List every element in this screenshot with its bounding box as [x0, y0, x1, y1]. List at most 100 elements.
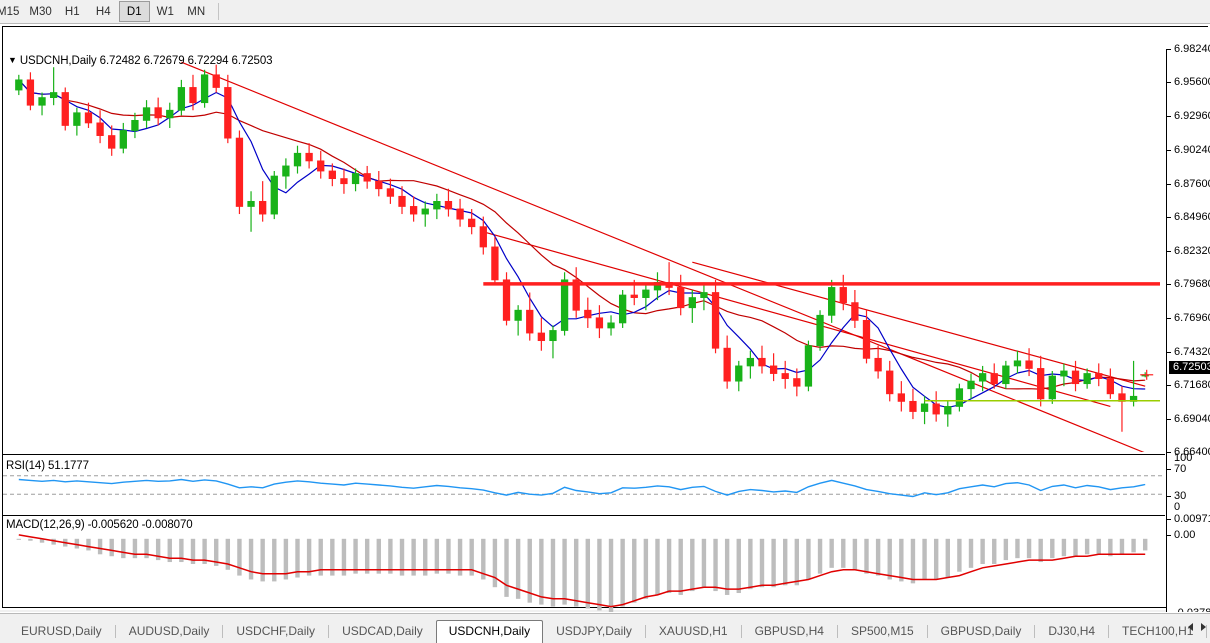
macd-hist-bar [318, 538, 323, 576]
macd-hist-bar [515, 538, 521, 599]
price-axis-tick [1167, 283, 1171, 285]
candle [468, 208, 476, 235]
candle [688, 289, 696, 323]
macd-hist-bar [539, 538, 544, 605]
candle [270, 171, 278, 220]
macd-hist-bar [295, 538, 300, 578]
candle [177, 79, 186, 116]
macd-hist-bar [28, 538, 33, 541]
timeframe-button-h1[interactable]: H1 [64, 6, 80, 18]
chart-tab-gbpusd-daily[interactable]: GBPUSD,Daily [940, 624, 1022, 638]
macd-hist-bar [713, 538, 718, 592]
rsi-axis-label: 0 [1174, 501, 1181, 513]
candle [386, 178, 395, 204]
tab-separator [926, 625, 928, 638]
candle [828, 279, 836, 323]
timeframe-button-mn[interactable]: MN [187, 6, 206, 18]
timeframe-button-m30[interactable]: M30 [29, 6, 52, 18]
macd-hist-bar [248, 538, 254, 580]
timeframe-button-d1[interactable]: D1 [118, 1, 150, 22]
candle [1095, 363, 1103, 387]
macd-hist-bar [202, 538, 207, 564]
macd-hist-bar [109, 538, 114, 557]
candle [235, 130, 244, 215]
chart-frame: ▼ USDCNH,Daily 6.72482 6.72679 6.72294 6.… [0, 24, 1210, 634]
price-axis-tick [1167, 318, 1171, 320]
candle [108, 125, 116, 156]
macd-hist-bar [214, 538, 219, 566]
candle [897, 381, 905, 412]
macd-chart[interactable] [3, 517, 1165, 617]
candle [247, 191, 255, 232]
divider-rsi-macd [3, 515, 1165, 516]
tab-separator [836, 625, 838, 638]
candle [15, 74, 23, 96]
divider-spacer-2 [3, 516, 1165, 517]
chart-tab-eurusd-daily[interactable]: EURUSD,Daily [21, 624, 102, 638]
timeframe-button-m15[interactable]: M15 [0, 6, 20, 18]
macd-hist-bar [980, 538, 985, 564]
macd-hist-bar [643, 538, 649, 599]
timeframe-button-w1[interactable]: W1 [156, 6, 174, 18]
tab-separator [1108, 625, 1110, 638]
macd-hist-bar [817, 538, 823, 574]
macd-hist-bar [899, 538, 904, 582]
collapse-caret-icon[interactable]: ▼ [8, 55, 17, 65]
macd-hist-bar [736, 538, 741, 594]
macd-hist-bar [306, 538, 312, 576]
candle [665, 262, 673, 296]
macd-hist-bar [829, 538, 834, 568]
macd-hist-bar [655, 538, 660, 595]
candle [955, 383, 964, 412]
candle [154, 97, 162, 126]
macd-hist-bar [992, 538, 997, 564]
chart-tab-tech100-h1[interactable]: TECH100,H1 [1122, 624, 1194, 638]
macd-hist-bar [794, 538, 800, 586]
macd-hist-bar [469, 538, 474, 576]
rsi-pane[interactable] [3, 456, 1165, 514]
candle [131, 112, 139, 139]
candle [1048, 370, 1056, 404]
rsi-chart[interactable] [3, 456, 1165, 514]
macd-hist-bar [1096, 538, 1101, 555]
macd-pane[interactable] [3, 517, 1165, 617]
macd-hist-bar [446, 538, 451, 574]
macd-hist-bar [922, 538, 927, 580]
price-axis-tick [1167, 418, 1171, 420]
timeframe-button-h4[interactable]: H4 [95, 6, 111, 18]
macd-hist-bar [481, 538, 486, 580]
macd-hist-bar [1119, 538, 1125, 555]
candle [305, 143, 313, 169]
macd-hist-bar [527, 538, 532, 603]
tab-scroll-left-icon[interactable] [1188, 623, 1193, 631]
divider-price-rsi [3, 454, 1165, 455]
price-axis[interactable]: 6.98240 6.95600 6.92960 6.90240 6.87600 6.849… [1166, 44, 1210, 619]
candle [293, 145, 302, 174]
chart-tab-usdcad-daily[interactable]: USDCAD,Daily [342, 624, 423, 638]
price-axis-label: 6.84960 [1174, 211, 1210, 224]
candle [340, 168, 348, 194]
macd-hist-bar [608, 538, 614, 613]
tab-scroll-buttons [1188, 623, 1206, 631]
price-pane[interactable] [3, 49, 1165, 452]
tab-scroll-right-icon[interactable] [1201, 623, 1206, 631]
chart-tab-sp500-m15[interactable]: SP500,M15 [850, 624, 914, 638]
macd-hist-bar [51, 538, 56, 545]
macd-hist-bar [759, 538, 765, 588]
candlestick-chart[interactable] [3, 49, 1165, 452]
chart-tab-usdchf-daily[interactable]: USDCHF,Daily [236, 624, 316, 638]
chart-tab-usdcnh-daily[interactable]: USDCNH,Daily [435, 620, 544, 643]
candle [862, 310, 871, 364]
price-axis-tick [1167, 115, 1171, 117]
candle [1083, 368, 1091, 389]
chart-tab-gbpusd-h4[interactable]: GBPUSD,H4 [754, 624, 824, 638]
chart-tab-xauusd-h1[interactable]: XAUUSD,H1 [658, 624, 728, 638]
chart-tab-audusd-daily[interactable]: AUDUSD,Daily [128, 624, 210, 638]
chart-tab-dj30-h4[interactable]: DJ30,H4 [1048, 624, 1096, 638]
price-axis-label: 6.98240 [1174, 43, 1210, 55]
macd-hist-bar [97, 538, 103, 555]
chart-tab-usdjpy-daily[interactable]: USDJPY,Daily [556, 624, 632, 638]
macd-hist-bar [968, 538, 974, 568]
candle [572, 267, 580, 318]
tabbar-top-line [0, 613, 1210, 614]
